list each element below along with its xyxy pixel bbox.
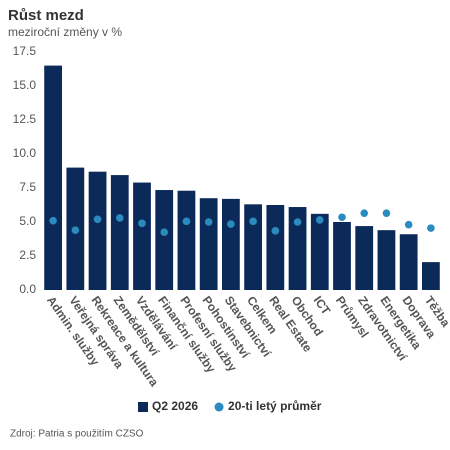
dot — [293, 218, 302, 226]
dot — [204, 218, 213, 226]
bar — [222, 198, 240, 290]
dot — [315, 216, 324, 224]
bar — [377, 230, 396, 290]
bar — [88, 171, 107, 290]
dot — [338, 213, 346, 222]
y-tick-label: 5.0 — [19, 214, 36, 228]
legend-label: 20-ti letý průměr — [228, 399, 322, 413]
y-tick-label: 17.5 — [13, 44, 37, 58]
bar — [355, 226, 374, 290]
dot — [271, 227, 280, 235]
dot — [249, 217, 257, 226]
legend-label: Q2 2026 — [152, 399, 198, 413]
y-tick-label: 2.5 — [19, 248, 36, 262]
legend-swatch — [214, 402, 224, 412]
dot — [382, 209, 391, 217]
bar — [266, 205, 285, 290]
y-tick-label: 12.5 — [13, 112, 37, 126]
bar — [244, 204, 262, 290]
dot — [404, 220, 413, 229]
bar — [110, 175, 129, 290]
y-tick-label: 7.5 — [19, 180, 36, 194]
dot — [160, 228, 169, 236]
y-tick-label: 10.0 — [13, 146, 37, 160]
legend-swatch — [138, 402, 148, 412]
dot — [115, 214, 124, 222]
dot — [71, 226, 80, 234]
bar — [288, 207, 307, 290]
bar — [399, 234, 418, 290]
y-tick-label: 0.0 — [19, 282, 36, 296]
bar — [133, 182, 151, 290]
dot — [138, 219, 146, 228]
bar — [199, 198, 218, 290]
dot — [93, 215, 102, 224]
dot — [427, 224, 435, 232]
bar — [310, 213, 329, 290]
dot — [360, 209, 369, 217]
bar — [177, 190, 196, 290]
bar — [44, 65, 62, 290]
bar — [155, 190, 174, 290]
dot — [227, 220, 235, 228]
chart-title: Růst mezd — [8, 7, 84, 24]
source: Zdroj: Patria s použitím CZSO — [10, 429, 144, 440]
chart-subtitle: meziroční změny v % — [8, 25, 122, 39]
dot — [49, 216, 57, 225]
bar — [422, 262, 440, 290]
bar — [333, 222, 351, 290]
dot — [182, 217, 191, 226]
y-tick-label: 15.0 — [13, 78, 37, 92]
